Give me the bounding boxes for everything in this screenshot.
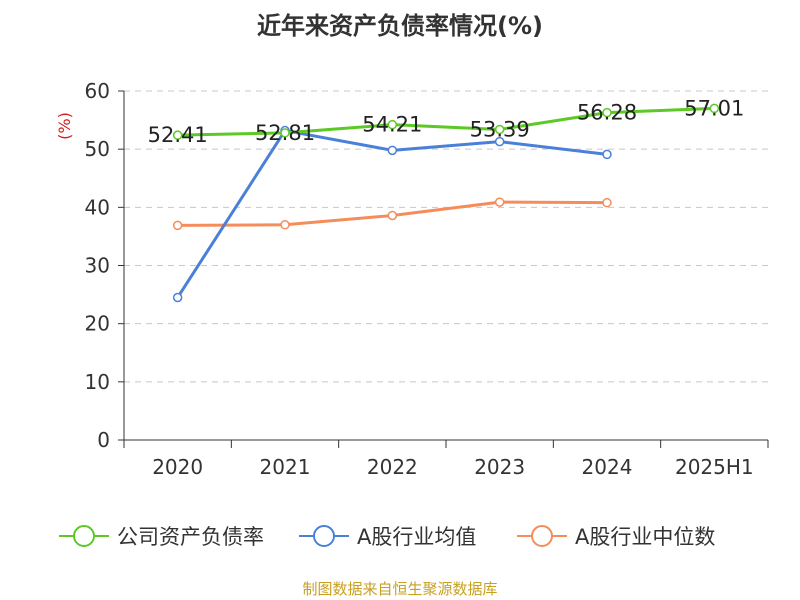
y-tick-label: 10 xyxy=(85,370,110,394)
data-point xyxy=(172,220,183,231)
data-point xyxy=(387,210,398,221)
legend-swatch-marker xyxy=(531,525,553,547)
x-tick-label: 2020 xyxy=(152,455,203,479)
data-label: 57.01 xyxy=(684,96,744,120)
legend-label: A股行业中位数 xyxy=(575,525,715,549)
data-point xyxy=(494,124,505,135)
legend-label: 公司资产负债率 xyxy=(117,525,264,549)
data-point xyxy=(709,103,720,114)
legend-item: A股行业均值 xyxy=(299,525,476,549)
x-tick-label: 2024 xyxy=(582,455,633,479)
data-point xyxy=(602,197,612,208)
data-point xyxy=(280,128,290,138)
legend-swatch-marker xyxy=(313,525,335,547)
legend-swatch-marker xyxy=(73,525,95,547)
series-line xyxy=(177,106,715,137)
data-label: 56.28 xyxy=(577,101,637,125)
x-tick-label: 2025H1 xyxy=(675,455,754,479)
x-tick-label: 2021 xyxy=(260,455,311,479)
data-label: 52.41 xyxy=(148,123,208,147)
source-note: 制图数据来自恒生聚源数据库 xyxy=(302,580,498,598)
data-point xyxy=(172,130,183,140)
y-tick-label: 0 xyxy=(97,428,110,452)
x-tick-label: 2023 xyxy=(474,455,525,479)
chart-title: 近年来资产负债率情况(%) xyxy=(257,12,543,40)
y-axis-label: (%) xyxy=(55,112,74,140)
legend-item: A股行业中位数 xyxy=(517,525,715,549)
y-tick-label: 50 xyxy=(85,137,110,161)
data-point xyxy=(494,136,505,147)
data-point xyxy=(387,119,398,130)
legend-item: 公司资产负债率 xyxy=(59,525,264,549)
data-point xyxy=(494,197,505,207)
data-label: 53.39 xyxy=(470,117,530,141)
y-tick-label: 40 xyxy=(85,195,110,219)
legend-label: A股行业均值 xyxy=(357,525,476,549)
y-tick-label: 60 xyxy=(85,79,110,103)
data-point xyxy=(172,292,183,303)
legend: 公司资产负债率 A股行业均值 A股行业中位数 xyxy=(59,525,715,549)
y-tick-label: 20 xyxy=(85,312,110,336)
y-tick-label: 30 xyxy=(85,254,110,278)
data-label: 52.81 xyxy=(255,121,315,145)
data-point xyxy=(387,145,398,156)
data-point xyxy=(602,107,612,118)
data-label: 54.21 xyxy=(362,113,422,137)
x-tick-label: 2022 xyxy=(367,455,418,479)
data-point xyxy=(280,220,290,230)
data-point xyxy=(602,149,612,160)
